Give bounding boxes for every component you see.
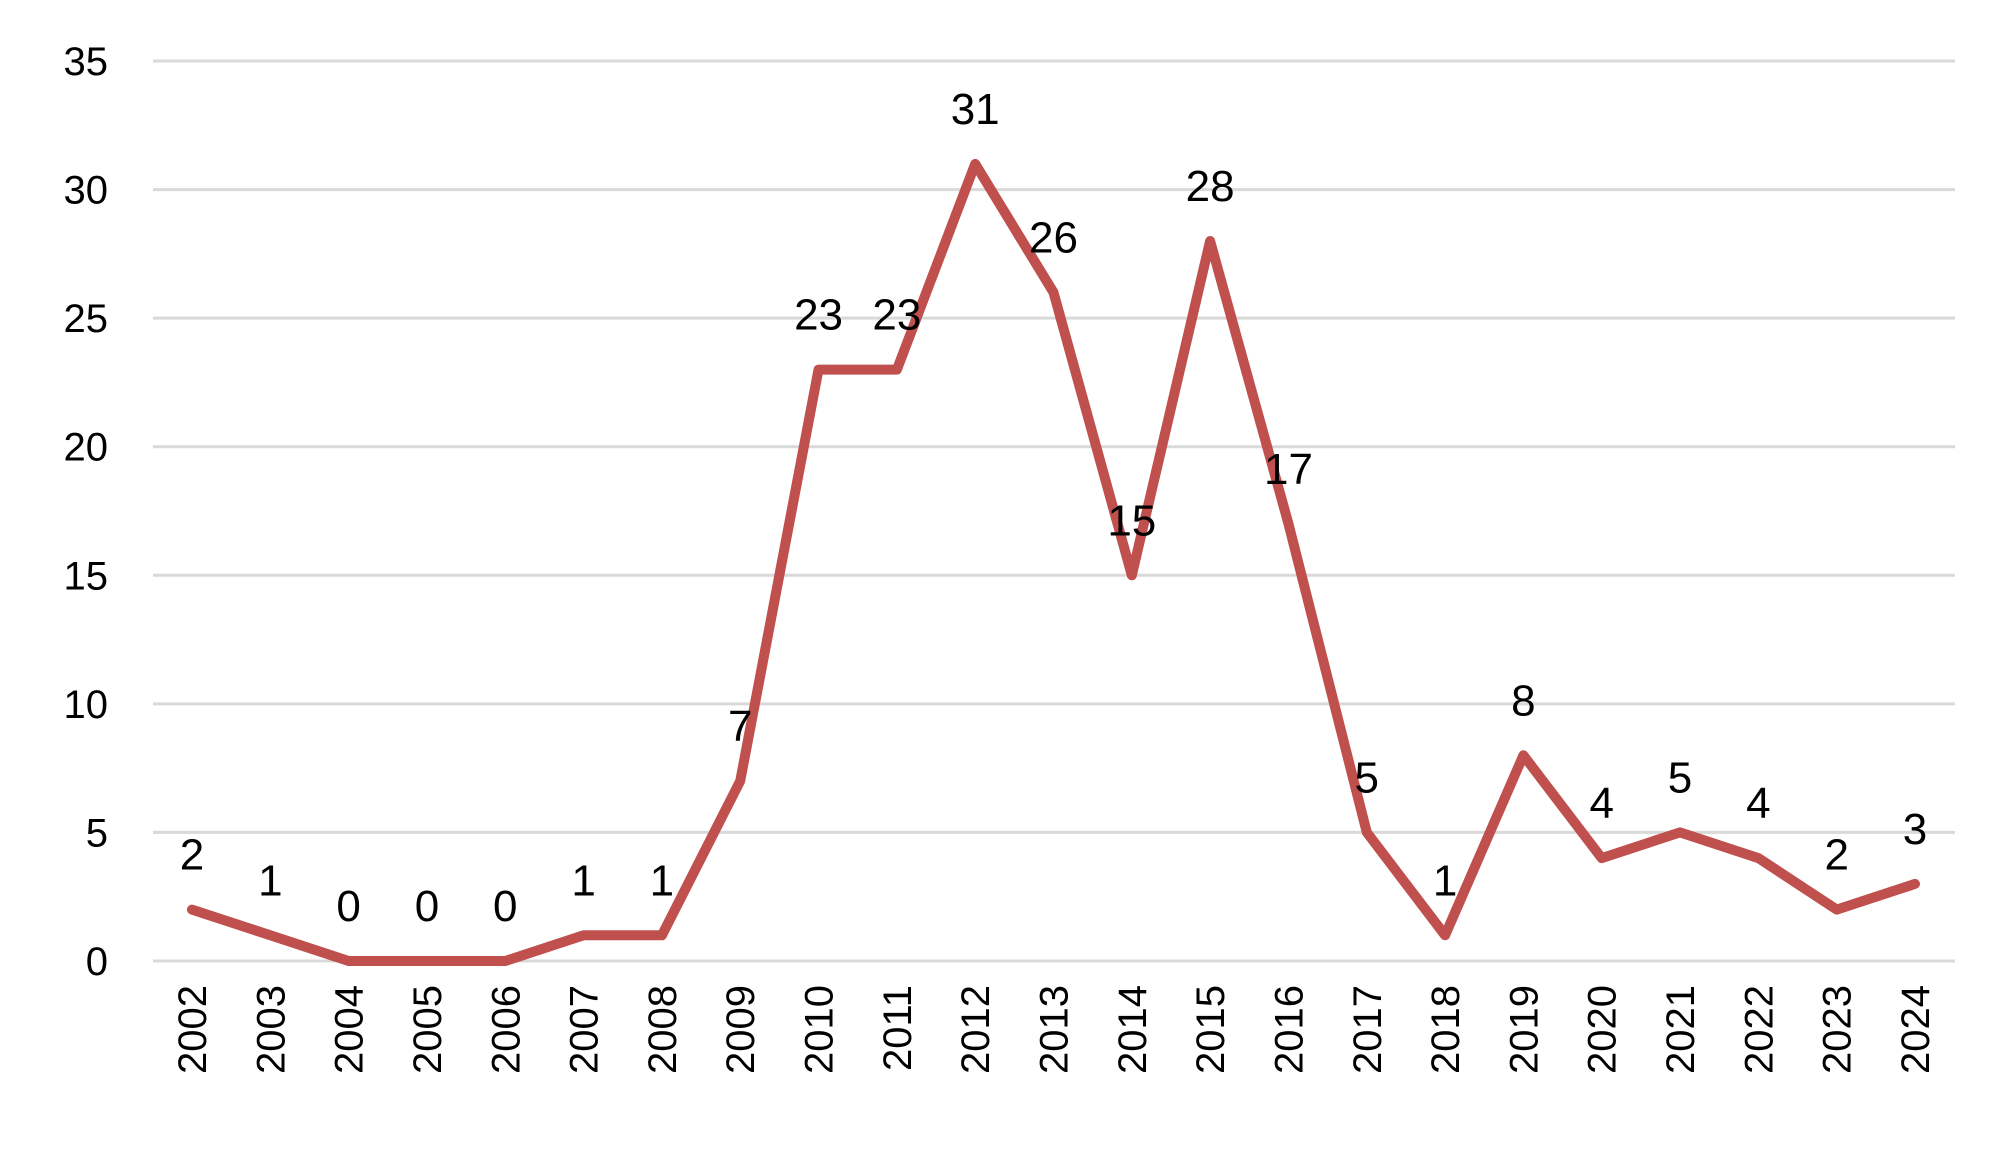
y-tick-label: 30: [64, 169, 109, 213]
data-label: 4: [1589, 779, 1613, 828]
x-tick-label: 2018: [1424, 985, 1468, 1074]
y-axis-tick-labels: 0 5 10 15 20 25 30 35: [64, 40, 109, 984]
data-label: 23: [794, 291, 843, 340]
data-label: 3: [1903, 805, 1927, 854]
y-tick-label: 35: [64, 40, 109, 84]
x-tick-label: 2011: [876, 985, 920, 1071]
data-label: 2: [1824, 831, 1848, 880]
x-tick-label: 2021: [1659, 985, 1703, 1074]
x-tick-label: 2012: [954, 985, 998, 1074]
x-tick-label: 2002: [171, 985, 215, 1074]
y-tick-label: 0: [86, 940, 108, 984]
x-tick-label: 2007: [563, 985, 607, 1074]
data-label: 8: [1511, 676, 1535, 725]
x-tick-label: 2005: [406, 985, 450, 1074]
x-tick-label: 2006: [484, 985, 528, 1074]
y-tick-label: 5: [86, 811, 108, 855]
series-line: [187, 158, 1920, 966]
x-tick-label: 2024: [1894, 985, 1938, 1074]
data-label: 23: [872, 291, 921, 340]
data-label: 26: [1029, 213, 1078, 262]
series-lines: [187, 158, 1920, 966]
x-tick-label: 2019: [1502, 985, 1546, 1074]
x-tick-label: 2004: [328, 985, 372, 1074]
x-tick-label: 2003: [249, 985, 293, 1074]
x-tick-label: 2015: [1189, 985, 1233, 1074]
x-tick-label: 2013: [1033, 985, 1077, 1074]
data-label: 0: [415, 882, 439, 931]
x-tick-label: 2017: [1346, 985, 1390, 1074]
gridlines: [153, 59, 1955, 963]
data-label: 1: [571, 856, 595, 905]
data-label: 17: [1264, 445, 1313, 494]
x-tick-label: 2014: [1111, 985, 1155, 1074]
data-label: 4: [1746, 779, 1770, 828]
data-label: 15: [1107, 496, 1156, 545]
x-tick-label: 2008: [641, 985, 685, 1074]
data-label: 0: [336, 882, 360, 931]
x-tick-label: 2016: [1267, 985, 1311, 1074]
x-tick-label: 2022: [1737, 985, 1781, 1074]
data-label: 5: [1355, 753, 1379, 802]
data-label: 1: [258, 856, 282, 905]
x-axis-tick-labels: 2002 2003 2004 2005 2006 2007 2008 2009 2010 2011…: [171, 985, 1938, 1074]
data-label: 28: [1186, 162, 1235, 211]
data-label: 0: [493, 882, 517, 931]
x-tick-label: 2010: [798, 985, 842, 1074]
y-tick-label: 20: [64, 426, 109, 470]
data-label: 31: [951, 85, 1000, 134]
x-tick-label: 2023: [1816, 985, 1860, 1074]
data-label: 2: [180, 831, 204, 880]
y-tick-label: 10: [64, 683, 109, 727]
x-tick-label: 2009: [719, 985, 763, 1074]
y-tick-label: 15: [64, 554, 109, 598]
data-label: 7: [728, 702, 752, 751]
data-label: 1: [1433, 856, 1457, 905]
data-label: 1: [650, 856, 674, 905]
y-tick-label: 25: [64, 297, 109, 341]
x-tick-label: 2020: [1581, 985, 1625, 1074]
data-label: 5: [1668, 753, 1692, 802]
